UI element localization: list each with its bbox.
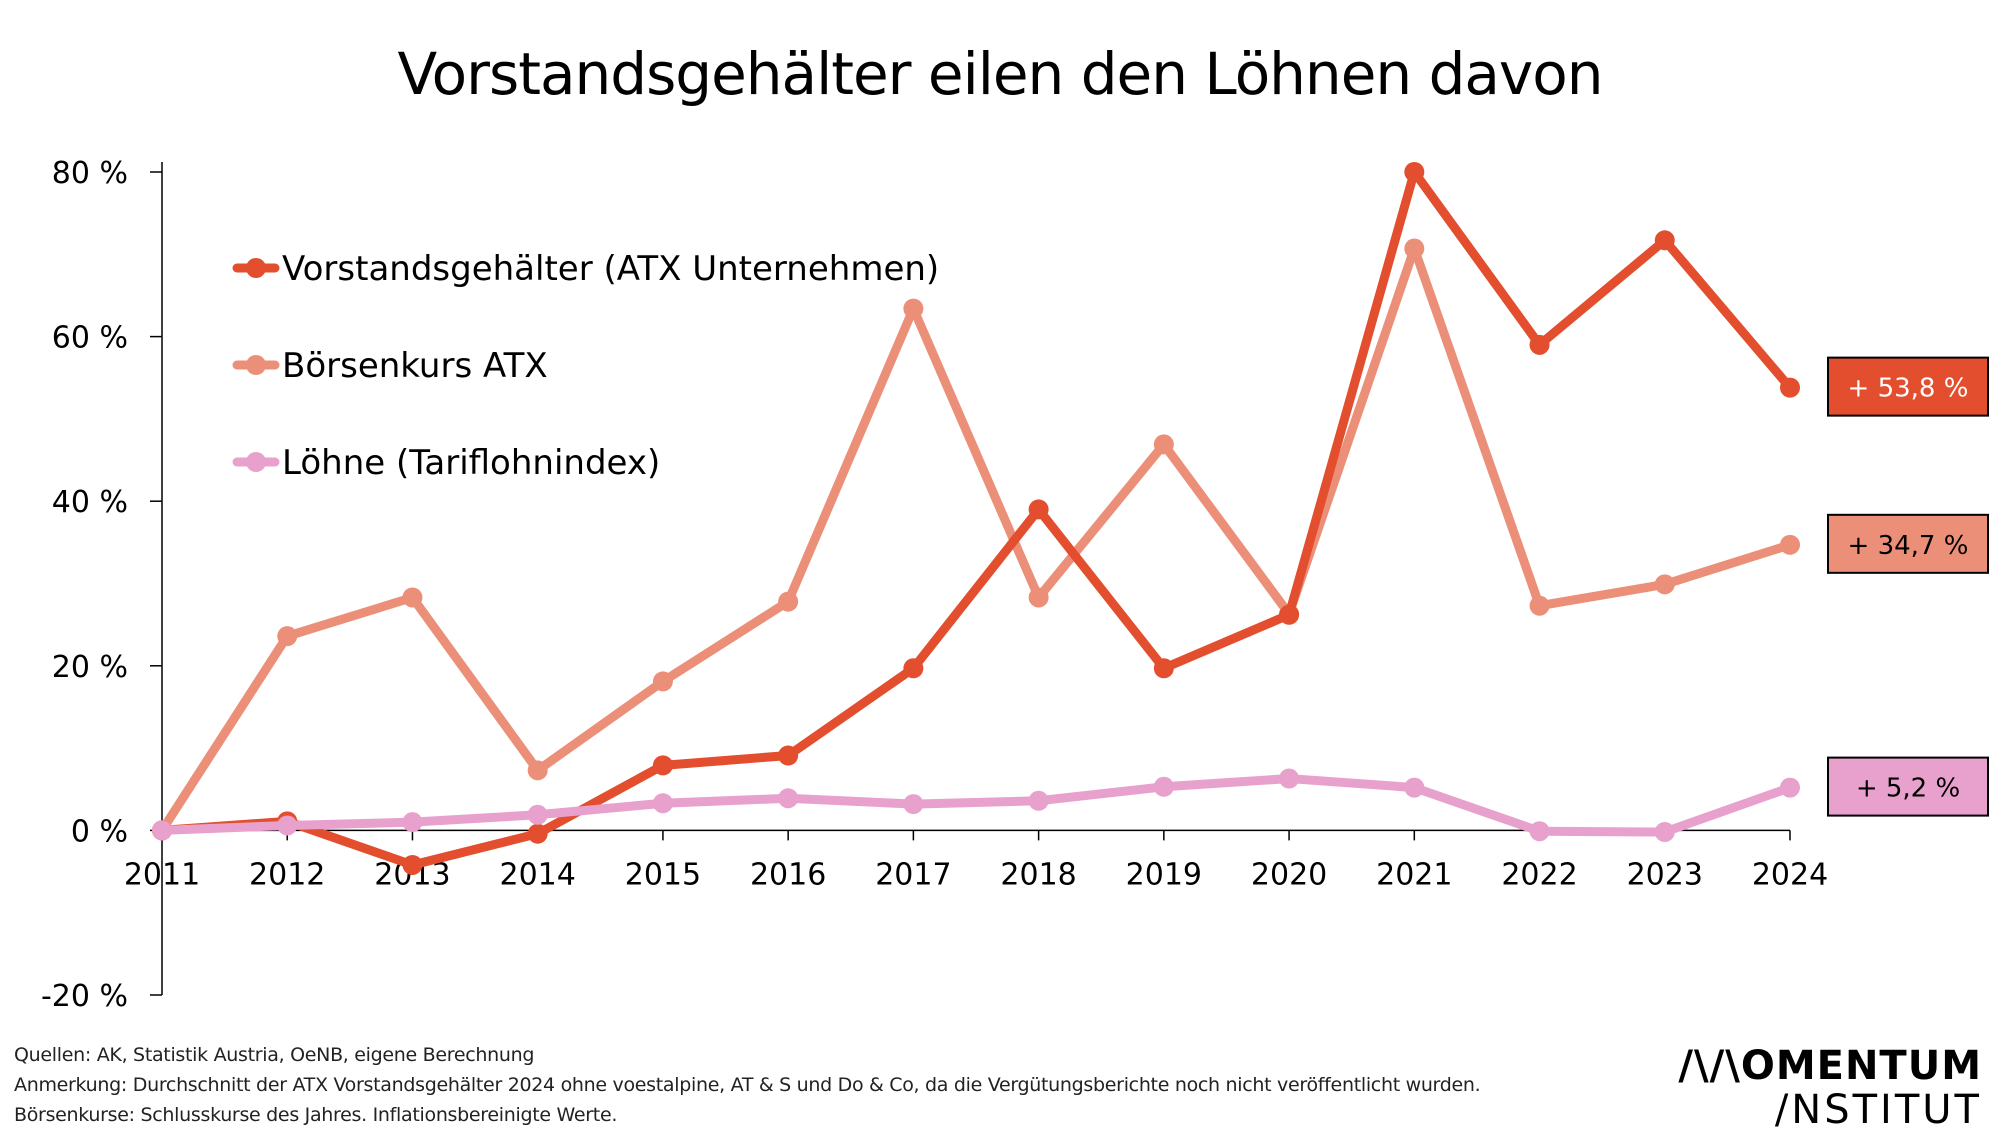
footnotes: Quellen: AK, Statistik Austria, OeNB, ei… xyxy=(14,1040,1481,1130)
data-point xyxy=(277,815,298,836)
remark-note: Anmerkung: Durchschnitt der ATX Vorstand… xyxy=(14,1074,1481,1096)
legend-item: Börsenkurs ATX xyxy=(232,346,548,386)
stock-note: Börsenkurse: Schlusskurse des Jahres. In… xyxy=(14,1104,618,1126)
end-label-text: + 53,8 % xyxy=(1848,374,1969,404)
end-label-box xyxy=(1827,756,1989,817)
end-label: + 34,7 % xyxy=(1827,513,1989,574)
end-labels: + 53,8 % + 34,7 % + 5,2 % xyxy=(1827,356,1989,817)
end-label-text: + 5,2 % xyxy=(1856,774,1960,804)
data-point xyxy=(1780,534,1800,555)
data-point xyxy=(1529,595,1550,616)
data-point xyxy=(778,745,799,766)
x-tick-label: 2014 xyxy=(500,857,576,892)
y-tick-label: -20 % xyxy=(41,979,128,1014)
x-tick-label: 2019 xyxy=(1126,857,1202,892)
y-tick-label: 20 % xyxy=(52,650,128,685)
data-point xyxy=(1404,162,1425,182)
data-point xyxy=(1404,238,1425,259)
legend-item: Vorstandsgehälter (ATX Unternehmen) xyxy=(232,249,939,289)
legend-swatch-dot xyxy=(246,452,266,472)
data-point xyxy=(652,671,673,692)
data-point xyxy=(1654,574,1675,595)
legend: Vorstandsgehälter (ATX Unternehmen) Börse… xyxy=(232,249,939,483)
x-tick-label: 2011 xyxy=(124,857,200,892)
legend-label: Löhne (Tariflohnindex) xyxy=(282,443,660,483)
momentum-institut-logo: /\/\OMENTUM /NSTITUT xyxy=(1678,1044,1982,1132)
x-tick-label: 2020 xyxy=(1251,857,1327,892)
end-label-box xyxy=(1827,513,1989,574)
series-0 xyxy=(152,162,1800,875)
data-point xyxy=(903,298,924,319)
legend-label: Vorstandsgehälter (ATX Unternehmen) xyxy=(282,249,939,289)
data-point xyxy=(1780,777,1800,798)
end-label: + 53,8 % xyxy=(1827,356,1989,417)
x-tick-label: 2015 xyxy=(625,857,701,892)
data-point xyxy=(402,587,423,608)
data-point xyxy=(652,793,673,814)
end-label-box xyxy=(1827,356,1989,417)
data-point xyxy=(527,823,548,844)
logo-line-2: /NSTITUT xyxy=(1774,1087,1982,1133)
data-point xyxy=(903,794,924,815)
series-2 xyxy=(152,768,1800,843)
data-point xyxy=(652,755,673,776)
data-point xyxy=(1279,604,1300,625)
x-tick-label: 2024 xyxy=(1752,857,1828,892)
data-point xyxy=(1529,821,1550,842)
legend-swatch-dot xyxy=(246,258,266,278)
data-point xyxy=(778,788,799,809)
series-line xyxy=(161,774,1792,837)
x-tick-label: 2023 xyxy=(1627,857,1703,892)
logo-line-1: /\/\OMENTUM xyxy=(1678,1043,1982,1089)
x-tick-label: 2017 xyxy=(875,857,951,892)
data-point xyxy=(778,591,799,612)
axes: 80 %60 %40 %20 %0 %-20 %2011201220132014… xyxy=(41,156,1828,1014)
data-point xyxy=(277,626,298,647)
data-point xyxy=(1028,499,1049,520)
x-tick-label: 2012 xyxy=(249,857,325,892)
series-line xyxy=(158,244,1792,833)
data-point xyxy=(903,658,924,679)
y-tick-label: 80 % xyxy=(52,156,128,191)
legend-item: Löhne (Tariflohnindex) xyxy=(232,443,660,483)
data-point xyxy=(1028,587,1049,608)
y-tick-label: 40 % xyxy=(52,485,128,520)
data-point xyxy=(402,812,423,833)
data-point xyxy=(1780,377,1800,398)
legend-swatch-dot xyxy=(246,355,266,375)
data-point xyxy=(1654,230,1675,251)
end-label-text: + 34,7 % xyxy=(1848,531,1969,561)
x-tick-label: 2018 xyxy=(1000,857,1076,892)
x-tick-label: 2016 xyxy=(750,857,826,892)
data-point xyxy=(527,760,548,781)
end-label: + 5,2 % xyxy=(1827,756,1989,817)
data-point xyxy=(1153,776,1174,797)
x-tick-label: 2021 xyxy=(1376,857,1452,892)
data-point xyxy=(527,804,548,825)
sources-note: Quellen: AK, Statistik Austria, OeNB, ei… xyxy=(14,1044,535,1066)
data-point xyxy=(1028,790,1049,811)
data-point xyxy=(1153,434,1174,455)
chart-title: Vorstandsgehälter eilen den Löhnen davon xyxy=(397,40,1603,108)
y-tick-label: 60 % xyxy=(52,321,128,356)
series-line xyxy=(161,167,1794,870)
series-lines xyxy=(152,162,1800,875)
data-point xyxy=(402,854,423,875)
data-point xyxy=(1153,658,1174,679)
data-point xyxy=(1529,334,1550,355)
y-tick-label: 0 % xyxy=(71,814,128,849)
data-point xyxy=(152,820,172,841)
legend-label: Börsenkurs ATX xyxy=(282,346,548,386)
data-point xyxy=(1404,777,1425,798)
data-point xyxy=(1654,822,1675,843)
x-tick-label: 2022 xyxy=(1501,857,1577,892)
data-point xyxy=(1279,768,1300,789)
